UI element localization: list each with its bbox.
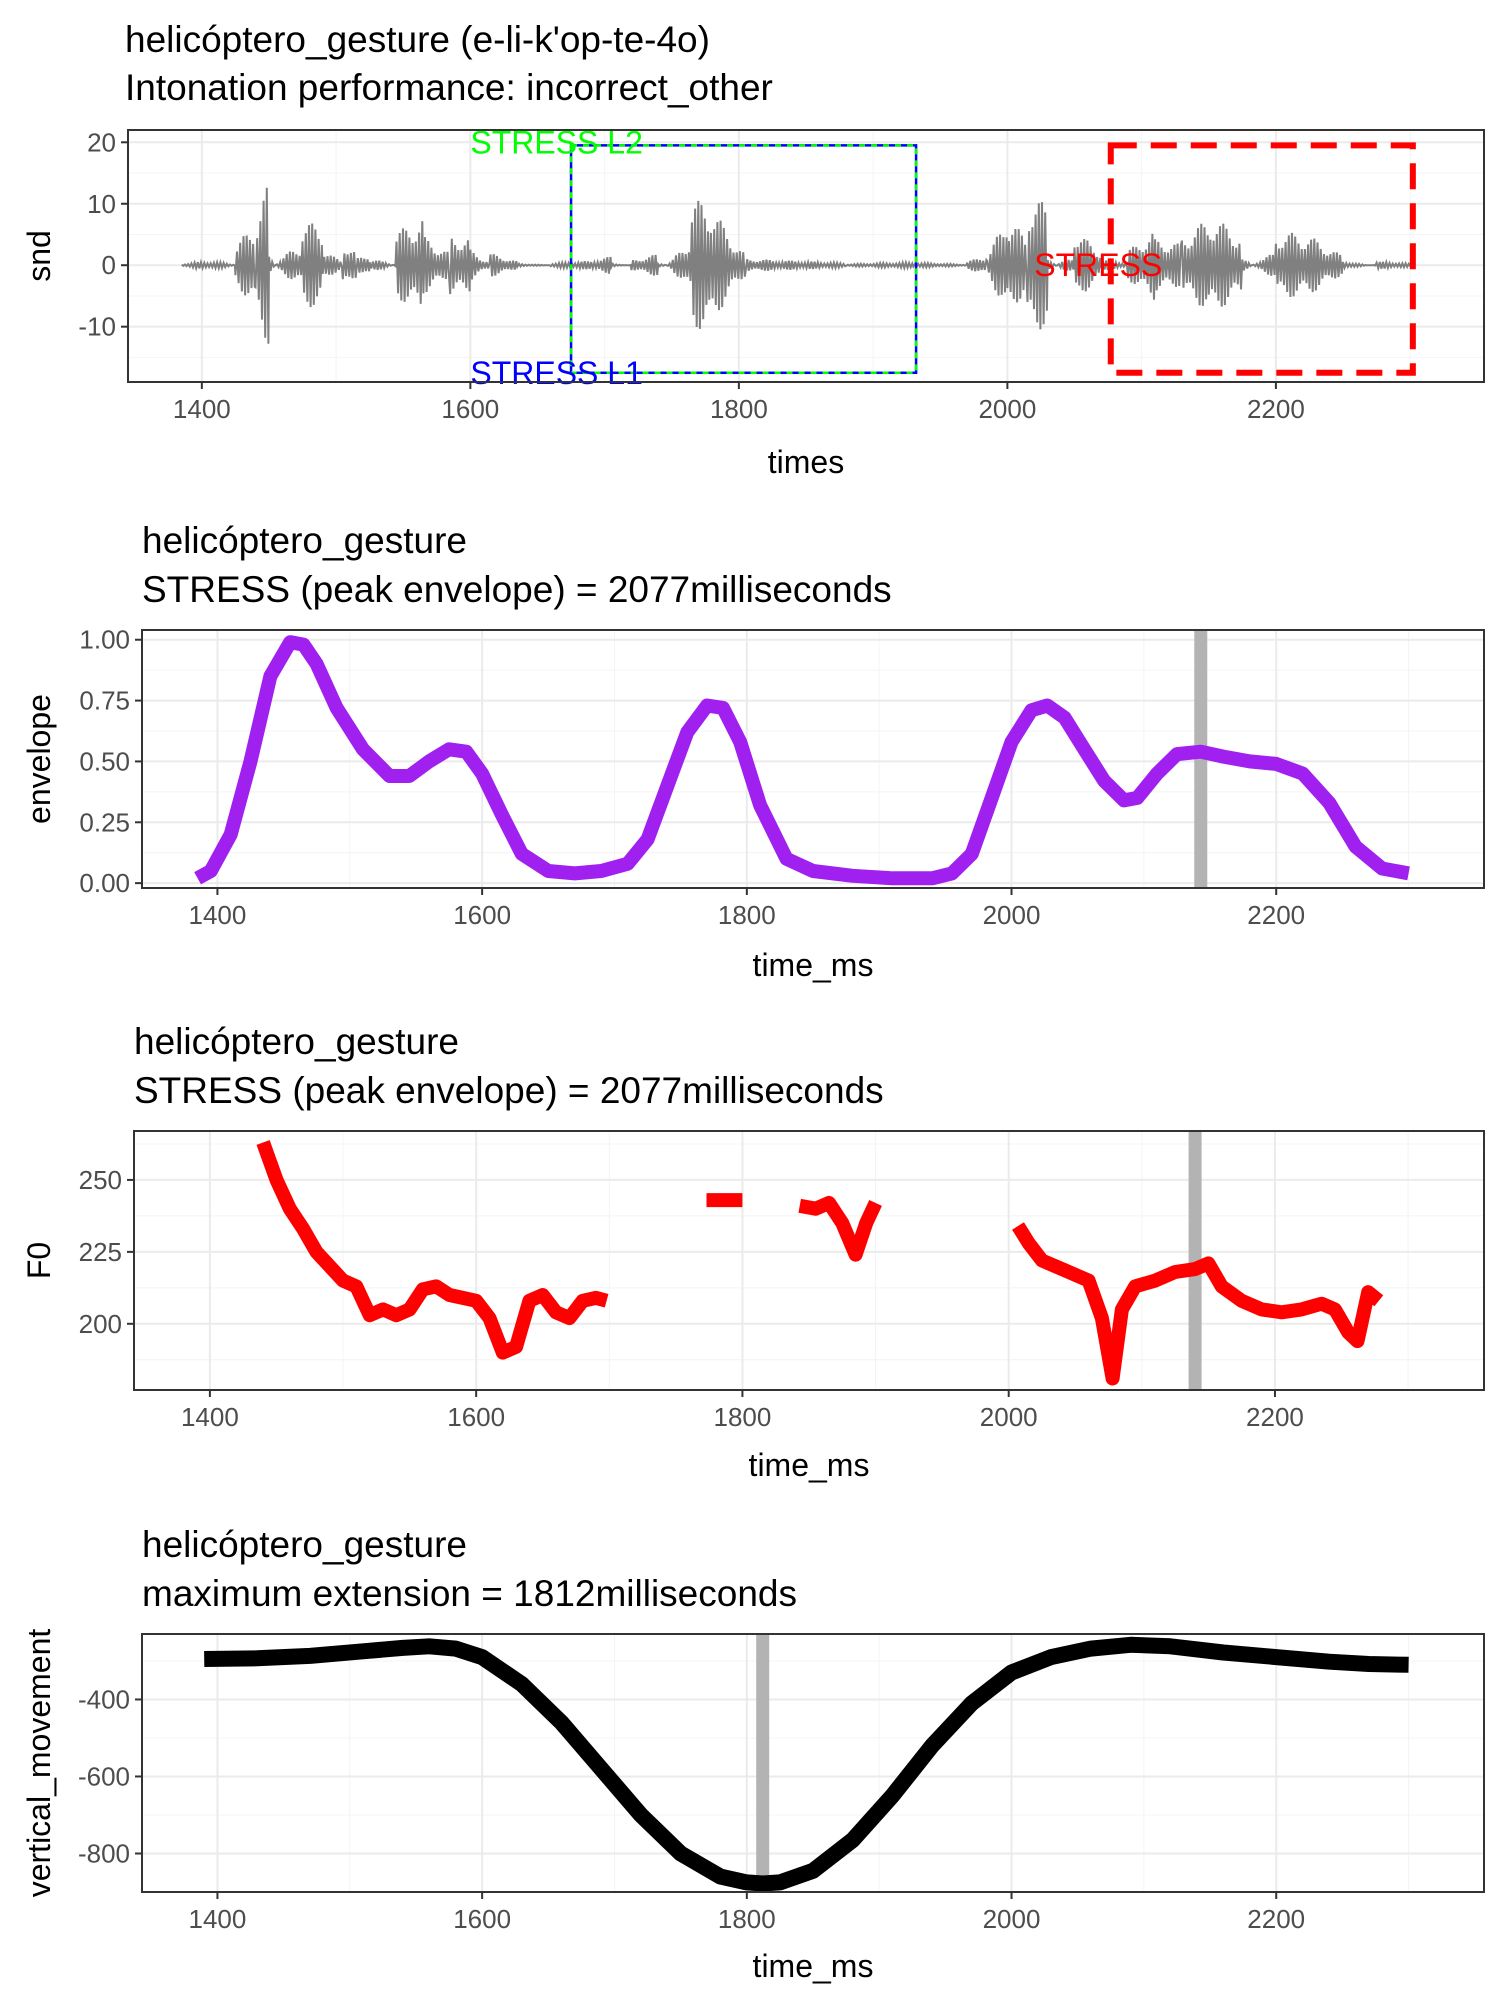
x-tick-label: 2200 [1246, 1402, 1304, 1432]
stress-box [1107, 142, 1416, 376]
y-tick-label: -800 [78, 1838, 130, 1868]
y-tick-label: 200 [79, 1309, 122, 1339]
y-tick-label: 250 [79, 1165, 122, 1195]
y-axis-title: envelope [21, 694, 57, 824]
x-tick-label: 2200 [1247, 900, 1305, 930]
y-tick-label: 10 [87, 189, 116, 219]
x-tick-label: 1800 [718, 1904, 776, 1934]
x-axis-title: time_ms [753, 1948, 874, 1984]
x-tick-label: 2000 [983, 1904, 1041, 1934]
y-tick-label: 0.25 [79, 807, 130, 837]
y-tick-label: 0.75 [79, 686, 130, 716]
x-tick-label: 1600 [447, 1402, 505, 1432]
series-line-1 [194, 635, 1410, 886]
panel-border [127, 129, 1485, 383]
y-tick-label: 20 [87, 127, 116, 157]
y-axis-title: F0 [21, 1242, 57, 1279]
annotation-label-3: STRESS [1034, 247, 1162, 283]
x-tick-label: 2200 [1247, 394, 1305, 424]
series-line-1 [256, 1140, 609, 1360]
annotation-label-2: STRESS L1 [470, 355, 643, 391]
x-tick-label: 1400 [189, 1904, 247, 1934]
plot-panel [134, 1131, 1484, 1390]
chart-subtitle: maximum extension = 1812milliseconds [142, 1573, 797, 1614]
y-tick-label: 1.00 [79, 625, 130, 655]
chart-1: helicóptero_gesture (e-li-k'op-te-4o) Int… [21, 19, 1485, 480]
y-axis-title: vertical_movement [21, 1629, 57, 1898]
y-axis-title: snd [21, 230, 57, 282]
x-axis-title: time_ms [753, 947, 874, 983]
chart-subtitle: STRESS (peak envelope) = 2077millisecond… [142, 569, 892, 610]
y-tick-label: -600 [78, 1761, 130, 1791]
chart-subtitle: STRESS (peak envelope) = 2077millisecond… [134, 1070, 884, 1111]
stress-l-box-dash [569, 144, 918, 375]
waveform-line [181, 187, 1413, 344]
y-tick-label: -10 [78, 312, 116, 342]
y-tick-label: -400 [78, 1684, 130, 1714]
y-tick-label: 225 [79, 1237, 122, 1267]
chart-title: helicóptero_gesture [142, 520, 467, 561]
x-tick-label: 1600 [453, 1904, 511, 1934]
x-tick-label: 1600 [453, 900, 511, 930]
x-tick-label: 1400 [181, 1402, 239, 1432]
x-tick-label: 2000 [978, 394, 1036, 424]
panel-border [141, 629, 1485, 889]
panel-border [133, 1130, 1485, 1391]
x-axis-title: times [768, 444, 844, 480]
chart-title: helicóptero_gesture [142, 1524, 467, 1565]
x-tick-label: 2000 [983, 900, 1041, 930]
series-line-4 [1012, 1222, 1384, 1386]
y-tick-label: 0 [102, 250, 116, 280]
x-tick-label: 1800 [718, 900, 776, 930]
x-axis-title: time_ms [749, 1447, 870, 1483]
chart-3: helicóptero_gesture STRESS (peak envelope… [21, 1021, 1485, 1483]
plot-panel [142, 1634, 1484, 1892]
chart-2: helicóptero_gesture STRESS (peak envelope… [21, 520, 1485, 983]
panel-border [141, 1633, 1485, 1893]
chart-title: helicóptero_gesture [134, 1021, 459, 1062]
series-line-1 [204, 1636, 1409, 1892]
chart-title: helicóptero_gesture (e-li-k'op-te-4o) [125, 19, 710, 60]
x-tick-label: 1400 [173, 394, 231, 424]
y-tick-label: 0.50 [79, 746, 130, 776]
x-tick-label: 1600 [441, 394, 499, 424]
x-tick-label: 1400 [189, 900, 247, 930]
x-tick-label: 1800 [714, 1402, 772, 1432]
chart-subtitle: Intonation performance: incorrect_other [125, 67, 773, 108]
x-tick-label: 2000 [980, 1402, 1038, 1432]
y-tick-label: 0.00 [79, 868, 130, 898]
x-tick-label: 2200 [1247, 1904, 1305, 1934]
x-tick-label: 1800 [710, 394, 768, 424]
series-line-3 [798, 1195, 882, 1262]
